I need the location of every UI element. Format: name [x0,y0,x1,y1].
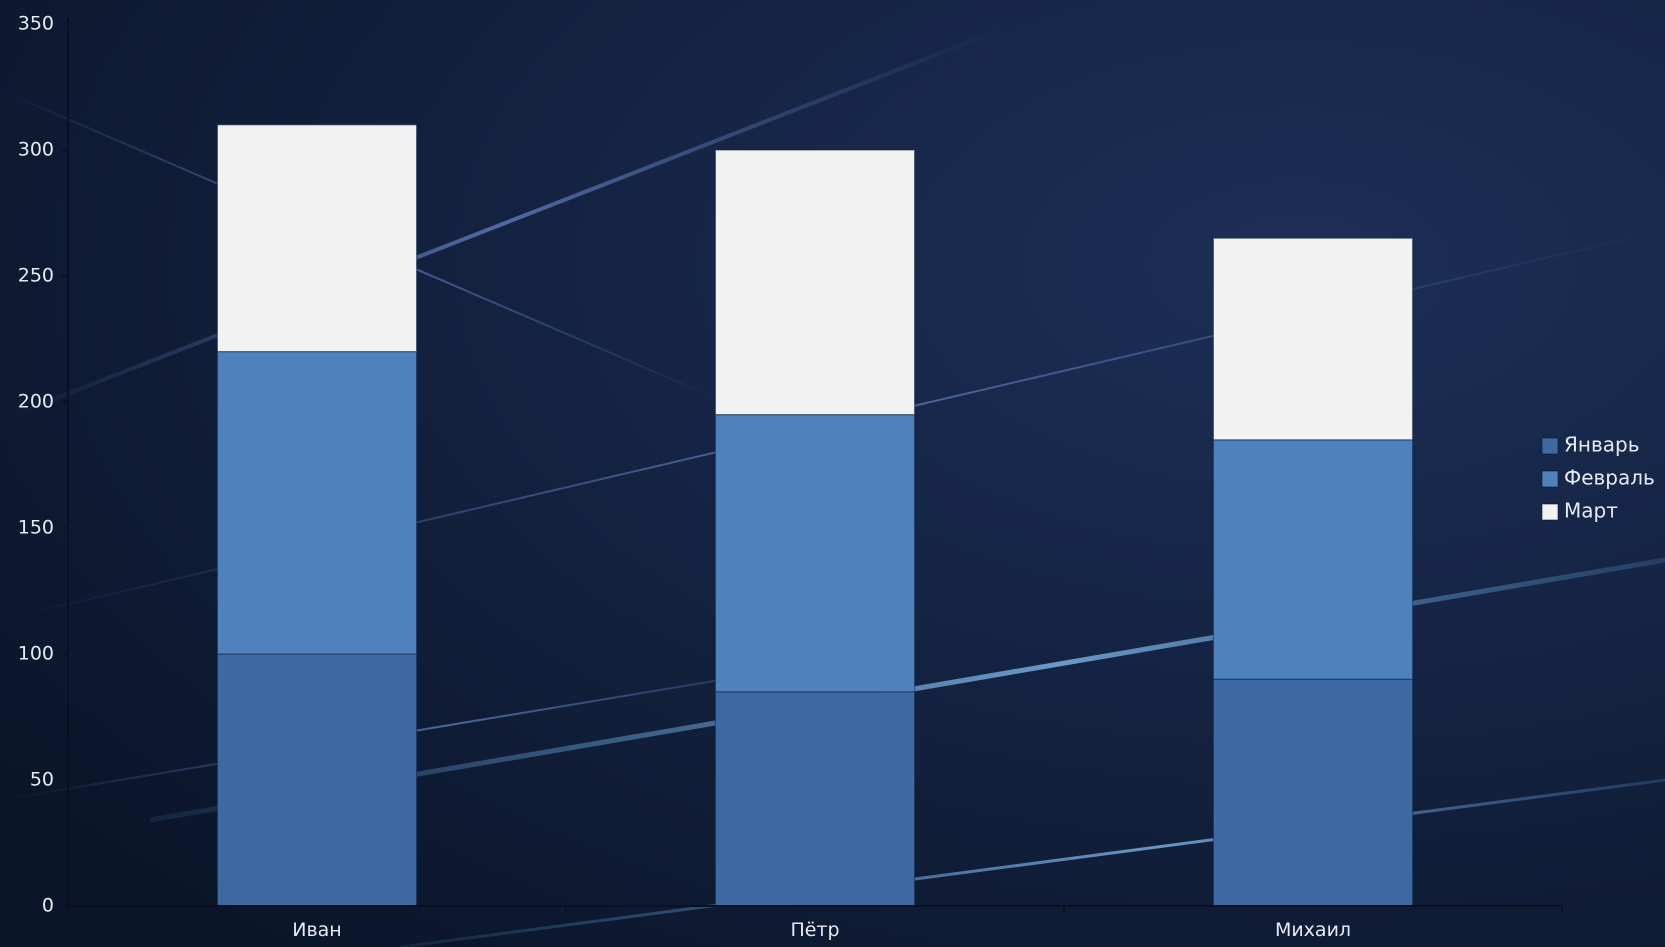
y-tick-label: 0 [42,895,54,917]
y-tick-label: 50 [30,769,54,791]
legend-label: Март [1564,499,1618,523]
legend-label: Февраль [1564,466,1655,490]
legend-swatch [1541,437,1559,455]
legend-swatch [1541,470,1559,488]
y-tick-label: 300 [18,139,54,161]
legend: Январь Февраль Март [1541,433,1655,523]
y-tick-label: 250 [18,265,54,287]
bar-segment-Михаил-Март [1212,237,1414,441]
x-tick-label: Михаил [1275,919,1351,941]
bar-segment-Пётр-Март [714,149,916,416]
y-tick-label: 350 [18,13,54,35]
bar-segment-Михаил-Январь [1212,678,1414,907]
bar-segment-Пётр-Февраль [714,414,916,693]
legend-label: Январь [1564,433,1640,457]
y-tick-label: 200 [18,391,54,413]
bar-segment-Пётр-Январь [714,691,916,907]
bar-segment-Иван-Январь [216,653,418,907]
bar-segment-Михаил-Февраль [1212,439,1414,680]
legend-swatch [1541,503,1559,521]
x-tick-label: Пётр [790,919,839,941]
bar-segment-Иван-Февраль [216,351,418,655]
y-tick-label: 150 [18,517,54,539]
x-tick-label: Иван [292,919,341,941]
bar-segment-Иван-Март [216,124,418,353]
y-tick-label: 100 [18,643,54,665]
